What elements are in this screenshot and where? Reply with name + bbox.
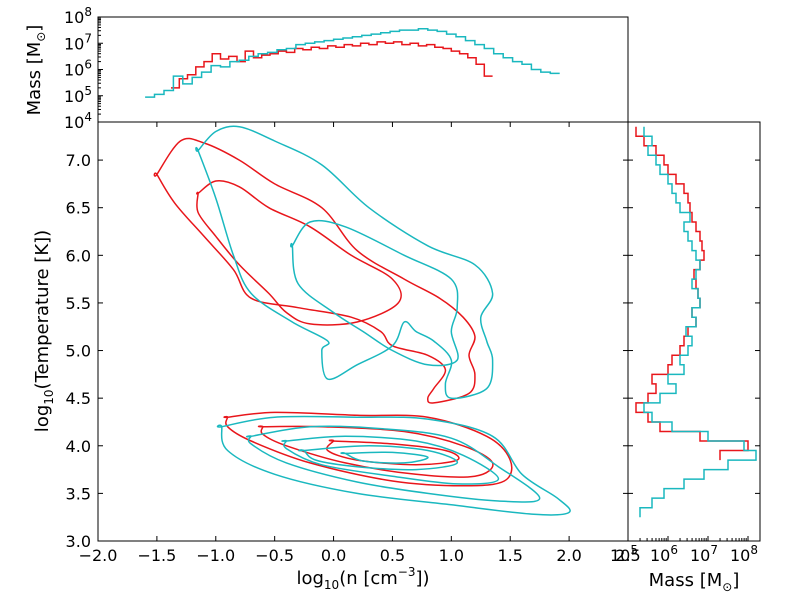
main-x-tick-label: −2.0 (79, 546, 118, 565)
right-frame (627, 121, 761, 542)
main-x-tick-label: −1.0 (196, 546, 235, 565)
top-y-tick-label: 108 (64, 5, 92, 27)
contour-cyan-1 (195, 125, 494, 400)
main-y-tick-label: 5.5 (66, 294, 91, 313)
main-y-label-rest: (Temperature [K]) (32, 230, 53, 390)
main-x-axis-label: log10(n [cm−3]) (296, 565, 429, 592)
main-y-label-sub: 10 (42, 389, 56, 404)
contour-red-5 (326, 439, 460, 466)
main-y-tick-label: 6.0 (66, 246, 91, 265)
right-x-label-base: Mass [M (649, 570, 723, 591)
main-y-tick-label: 3.5 (66, 484, 91, 503)
right-y-ticks (628, 159, 760, 542)
main-x-label-sup: −3 (398, 565, 416, 579)
right-x-label-end: ] (732, 570, 739, 591)
main-y-axis-label: log10(Temperature [K]) (32, 230, 56, 432)
contour-red-4 (257, 425, 494, 478)
contour-cyan-4 (246, 425, 541, 503)
main-y-tick-label: 6.5 (66, 199, 91, 218)
contour-cyan-3 (216, 415, 571, 516)
main-y-ticks: 3.0 3.5 4.0 4.5 5.0 5.5 6.0 6.5 7.0 (66, 151, 628, 551)
main-x-tick-label: 0.5 (380, 546, 405, 565)
main-y-tick-label: 5.0 (66, 342, 91, 361)
main-x-tick-label: −0.5 (255, 546, 294, 565)
main-x-label-base: log (296, 568, 323, 589)
main-x-ticks: −2.0 −1.5 −1.0 −0.5 0.0 0.5 1.0 1.5 2.0 2.5 (79, 122, 641, 565)
right-hist-red (635, 126, 749, 461)
contour-cyan-5 (281, 435, 500, 485)
main-x-tick-label: 1.0 (439, 546, 464, 565)
top-histograms (145, 28, 560, 98)
right-histograms (635, 126, 757, 518)
contour-cyan-2 (290, 219, 459, 367)
top-frame (97, 16, 629, 123)
top-y-axis-label: Mass [M⊙] (24, 25, 48, 116)
right-x-ticks: 105 106 107 108 (610, 536, 758, 565)
main-x-tick-label: 2.5 (615, 546, 640, 565)
right-x-label-sub: ⊙ (722, 580, 732, 594)
main-y-tick-label: 3.0 (66, 532, 91, 551)
main-x-label-rest: (n [cm (339, 568, 398, 589)
contour-red-2 (196, 179, 402, 326)
main-x-tick-label: −1.5 (137, 546, 176, 565)
main-panel: −2.0 −1.5 −1.0 −0.5 0.0 0.5 1.0 1.5 2.0 2.5 3.03.… (32, 121, 641, 592)
right-x-tick-label: 108 (730, 543, 758, 565)
right-x-tick-label: 106 (650, 543, 678, 565)
top-y-tick-label: 105 (64, 84, 92, 106)
main-x-label-end: ]) (416, 568, 430, 589)
main-x-tick-label: 1.5 (497, 546, 522, 565)
right-x-tick-label: 107 (690, 543, 718, 565)
top-y-tick-label: 106 (64, 58, 92, 80)
top-y-tick-label: 107 (64, 31, 92, 53)
main-y-tick-label: 4.5 (66, 389, 91, 408)
main-contours (153, 125, 571, 516)
right-panel: 105 106 107 108 Mass [M⊙] (610, 121, 761, 594)
right-x-axis-label: Mass [M⊙] (649, 570, 740, 594)
right-hist-cyan (639, 126, 757, 518)
main-y-label-base: log (32, 405, 53, 432)
main-x-tick-label: 0.0 (321, 546, 346, 565)
contour-red-3 (223, 411, 513, 487)
main-y-tick-label: 4.0 (66, 437, 91, 456)
main-x-label-sub: 10 (324, 578, 339, 592)
main-x-tick-label: 2.0 (556, 546, 581, 565)
top-hist-red (171, 41, 493, 89)
main-y-tick-label: 7.0 (66, 151, 91, 170)
right-x-tick-label: 105 (610, 543, 638, 565)
contour-cyan-6 (298, 445, 458, 471)
top-y-label-sub: ⊙ (34, 32, 48, 42)
top-y-label-end: ] (24, 25, 45, 32)
top-y-tick-label: 104 (64, 110, 92, 132)
top-y-label-base: Mass [M (24, 42, 45, 116)
contour-cyan-7 (340, 451, 429, 464)
top-hist-cyan (145, 28, 560, 98)
top-panel: 104 105 106 107 108 Mass [M⊙] (24, 5, 629, 132)
contour-red-1 (153, 137, 476, 404)
top-y-ticks: 104 105 106 107 108 (64, 5, 103, 132)
